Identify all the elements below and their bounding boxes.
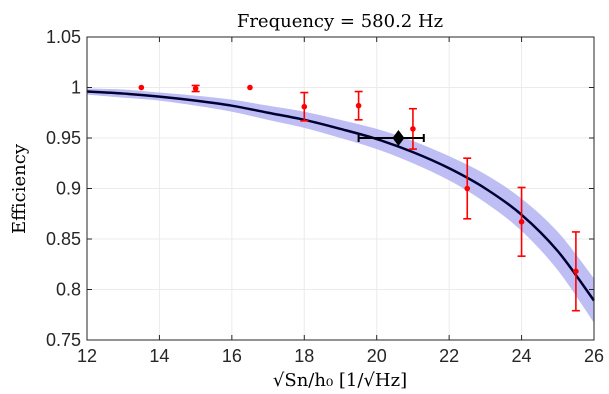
data-point xyxy=(247,84,253,91)
x-tick-label: 22 xyxy=(439,346,459,366)
diamond-marker xyxy=(392,130,405,146)
data-point xyxy=(138,84,145,91)
x-tick-label: 20 xyxy=(367,346,387,366)
data-point xyxy=(192,85,199,92)
x-axis-label: √Sn/h₀ [1/√Hz] xyxy=(273,370,407,391)
y-tick-label: 0.9 xyxy=(56,179,81,199)
fit-curve-group xyxy=(86,90,596,302)
confidence-band-group xyxy=(87,88,594,323)
data-point xyxy=(464,185,471,192)
red-errorbar-group xyxy=(138,84,580,312)
data-point xyxy=(573,268,579,275)
y-tick-label: 0.95 xyxy=(46,128,81,148)
y-tick-label: 1 xyxy=(71,78,81,98)
y-tick-label: 0.75 xyxy=(46,330,81,350)
data-point xyxy=(355,102,362,109)
y-tick-label: 1.05 xyxy=(46,27,81,47)
x-tick-label: 16 xyxy=(222,346,242,366)
confidence-band xyxy=(87,88,594,323)
black-marker-group xyxy=(357,130,425,146)
data-point xyxy=(518,219,525,225)
y-axis-label: Efficiency xyxy=(9,143,30,234)
tick-group: 12 14 16 18 20 22 24 26 0.75 0.8 0.85 0.9 0.95 1 1.05 xyxy=(46,27,604,366)
x-tick-label: 12 xyxy=(77,346,97,366)
x-tick-label: 14 xyxy=(149,346,169,366)
fit-curve xyxy=(86,90,596,302)
y-tick-label: 0.85 xyxy=(46,229,81,249)
data-point xyxy=(410,126,416,132)
chart-title: Frequency = 580.2 Hz xyxy=(237,11,443,32)
x-tick-label: 24 xyxy=(512,346,532,366)
data-point xyxy=(301,103,308,110)
x-tick-label: 18 xyxy=(294,346,314,366)
x-tick-label: 26 xyxy=(584,346,604,366)
y-tick-label: 0.8 xyxy=(56,280,81,300)
